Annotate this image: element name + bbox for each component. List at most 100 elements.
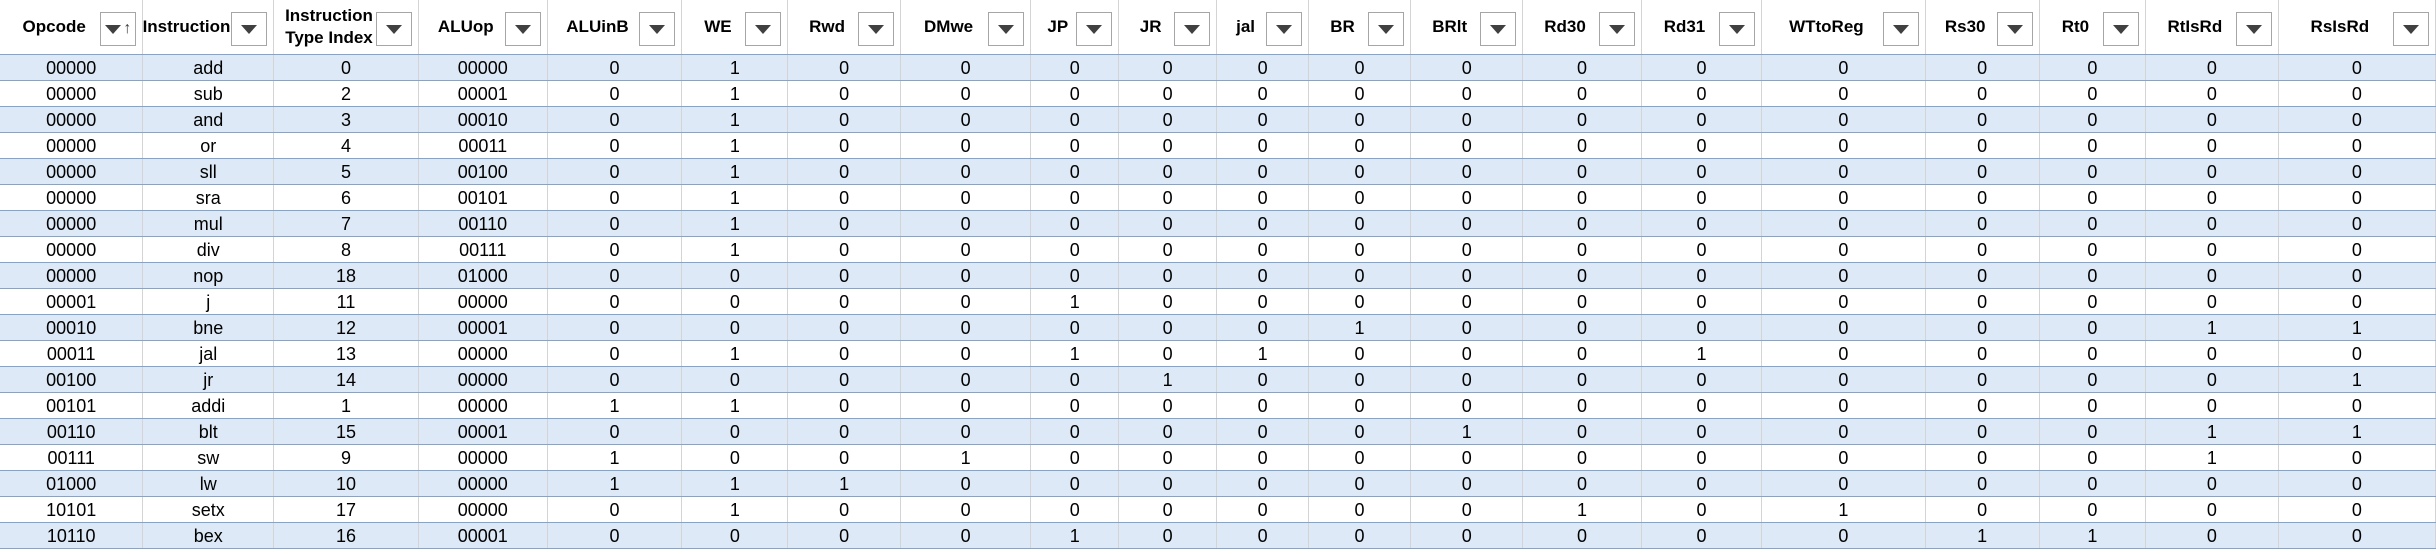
table-cell[interactable]: 1	[681, 132, 789, 159]
table-cell[interactable]: 0	[1641, 366, 1763, 393]
table-cell[interactable]: 0	[1641, 184, 1763, 211]
table-cell[interactable]: 0	[1410, 366, 1524, 393]
table-cell[interactable]: 0	[900, 418, 1032, 445]
table-cell[interactable]: 1	[547, 392, 683, 419]
table-cell[interactable]: 1	[681, 106, 789, 133]
table-cell[interactable]: 0	[2278, 236, 2436, 263]
table-cell[interactable]: 00010	[418, 106, 548, 133]
table-cell[interactable]: 0	[1308, 470, 1412, 497]
table-cell[interactable]: 0	[1925, 158, 2040, 185]
table-cell[interactable]: 0	[1761, 132, 1926, 159]
table-cell[interactable]: 0	[1308, 444, 1412, 471]
table-cell[interactable]: 1	[787, 470, 901, 497]
table-cell[interactable]: 0	[2278, 158, 2436, 185]
table-cell[interactable]: 1	[1030, 522, 1120, 549]
table-cell[interactable]: 0	[900, 288, 1032, 315]
table-cell[interactable]: 0	[681, 314, 789, 341]
table-cell[interactable]: blt	[142, 418, 275, 445]
table-cell[interactable]: 0	[1522, 418, 1642, 445]
table-cell[interactable]: 00000	[418, 366, 548, 393]
table-cell[interactable]: 0	[1118, 288, 1218, 315]
table-cell[interactable]: 0	[2039, 158, 2146, 185]
table-cell[interactable]: 0	[1410, 80, 1524, 107]
column-header-18[interactable]: RtIsRd	[2145, 0, 2279, 55]
table-cell[interactable]: 1	[681, 340, 789, 367]
table-cell[interactable]: 0	[900, 522, 1032, 549]
table-cell[interactable]: 0	[1030, 132, 1120, 159]
table-cell[interactable]: 00110	[0, 418, 144, 445]
table-cell[interactable]: 0	[1030, 158, 1120, 185]
table-cell[interactable]: 0	[1308, 184, 1412, 211]
table-cell[interactable]: 0	[1308, 418, 1412, 445]
table-cell[interactable]: 0	[1641, 288, 1763, 315]
table-cell[interactable]: lw	[142, 470, 275, 497]
table-cell[interactable]: 0	[1522, 340, 1642, 367]
table-cell[interactable]: 0	[1641, 106, 1763, 133]
table-cell[interactable]: 1	[1410, 418, 1524, 445]
table-cell[interactable]: 0	[547, 210, 683, 237]
table-cell[interactable]: 0	[547, 262, 683, 289]
table-cell[interactable]: 00000	[0, 106, 144, 133]
filter-dropdown-button[interactable]	[1996, 12, 2033, 46]
table-cell[interactable]: 0	[547, 314, 683, 341]
table-cell[interactable]: 0	[1118, 392, 1218, 419]
table-cell[interactable]: 0	[787, 80, 901, 107]
table-cell[interactable]: 0	[1641, 210, 1763, 237]
table-cell[interactable]: and	[142, 106, 275, 133]
table-cell[interactable]: 00110	[418, 210, 548, 237]
table-cell[interactable]: 0	[787, 522, 901, 549]
table-cell[interactable]: 6	[273, 184, 419, 211]
table-cell[interactable]: 0	[1761, 444, 1926, 471]
table-cell[interactable]: addi	[142, 392, 275, 419]
table-cell[interactable]: 0	[1216, 158, 1310, 185]
table-cell[interactable]: 15	[273, 418, 419, 445]
table-cell[interactable]: 0	[1641, 262, 1763, 289]
column-header-3[interactable]: ALUop	[418, 0, 548, 55]
table-cell[interactable]: 0	[1925, 314, 2040, 341]
table-cell[interactable]: 1	[2145, 314, 2279, 341]
table-cell[interactable]: 0	[787, 392, 901, 419]
table-cell[interactable]: 0	[1030, 262, 1120, 289]
table-cell[interactable]: sra	[142, 184, 275, 211]
table-cell[interactable]: 00010	[0, 314, 144, 341]
table-cell[interactable]: 0	[1641, 418, 1763, 445]
table-cell[interactable]: 0	[2039, 366, 2146, 393]
column-header-13[interactable]: Rd30	[1522, 0, 1642, 55]
table-cell[interactable]: 0	[1118, 262, 1218, 289]
table-cell[interactable]: 0	[1118, 340, 1218, 367]
table-cell[interactable]: 0	[1522, 470, 1642, 497]
table-cell[interactable]: 0	[681, 262, 789, 289]
table-cell[interactable]: 0	[2278, 392, 2436, 419]
filter-dropdown-button[interactable]	[745, 12, 782, 46]
table-cell[interactable]: 00100	[0, 366, 144, 393]
table-cell[interactable]: 0	[1308, 158, 1412, 185]
table-cell[interactable]: div	[142, 236, 275, 263]
table-cell[interactable]: 0	[1410, 132, 1524, 159]
table-cell[interactable]: 00000	[418, 470, 548, 497]
table-cell[interactable]: 00111	[0, 444, 144, 471]
table-cell[interactable]: 0	[2039, 418, 2146, 445]
column-header-15[interactable]: WTtoReg	[1761, 0, 1926, 55]
table-cell[interactable]: 0	[1410, 236, 1524, 263]
table-cell[interactable]: 0	[1410, 340, 1524, 367]
table-cell[interactable]: 0	[1761, 418, 1926, 445]
table-cell[interactable]: 0	[1410, 444, 1524, 471]
table-cell[interactable]: 0	[2145, 392, 2279, 419]
table-cell[interactable]: 9	[273, 444, 419, 471]
table-cell[interactable]: 1	[1030, 340, 1120, 367]
table-cell[interactable]: 0	[1641, 158, 1763, 185]
table-cell[interactable]: 0	[2039, 314, 2146, 341]
table-cell[interactable]: 0	[787, 184, 901, 211]
table-cell[interactable]: 1	[1641, 340, 1763, 367]
table-cell[interactable]: 1	[681, 236, 789, 263]
table-cell[interactable]: 00001	[418, 314, 548, 341]
table-cell[interactable]: 0	[1925, 444, 2040, 471]
table-cell[interactable]: 0	[1118, 470, 1218, 497]
table-cell[interactable]: 0	[1118, 522, 1218, 549]
table-cell[interactable]: 0	[1925, 392, 2040, 419]
table-cell[interactable]: 1	[681, 158, 789, 185]
table-cell[interactable]: 1	[2278, 314, 2436, 341]
table-cell[interactable]: 0	[2278, 106, 2436, 133]
table-cell[interactable]: 00011	[0, 340, 144, 367]
table-cell[interactable]: 0	[1925, 418, 2040, 445]
